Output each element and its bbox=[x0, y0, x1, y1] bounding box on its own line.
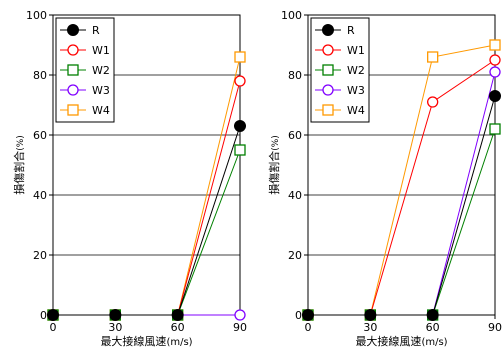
y-tick-label: 40 bbox=[33, 189, 47, 202]
data-point-w4 bbox=[427, 51, 439, 63]
data-point-r bbox=[426, 309, 439, 321]
y-axis-label-text: 損傷割合 bbox=[12, 151, 26, 195]
legend-item-w1: W1 bbox=[60, 44, 110, 57]
data-point-r bbox=[234, 120, 246, 132]
legend-marker bbox=[322, 104, 334, 116]
data-point-r bbox=[489, 90, 501, 102]
legend: R W1 W2 W3 W4 bbox=[55, 17, 115, 123]
legend-label: W3 bbox=[347, 84, 365, 97]
legend-item-w2: W2 bbox=[60, 64, 110, 77]
y-tick-label: 60 bbox=[288, 129, 302, 142]
legend-marker bbox=[67, 104, 79, 116]
data-point-w1 bbox=[489, 54, 501, 66]
data-point-w1 bbox=[427, 96, 439, 108]
x-tick-label: 30 bbox=[108, 321, 122, 334]
y-axis-unit: (%) bbox=[16, 135, 26, 151]
x-axis-label: 最大接線風速(m/s) bbox=[100, 334, 192, 348]
legend-label: W4 bbox=[92, 104, 110, 117]
legend-marker bbox=[67, 64, 79, 76]
legend: R W1 W2 W3 W4 bbox=[310, 17, 370, 123]
x-tick-label: 60 bbox=[426, 321, 440, 334]
legend-label: W4 bbox=[347, 104, 365, 117]
data-point-w2 bbox=[489, 123, 501, 135]
legend-marker bbox=[67, 84, 79, 96]
x-axis-unit: (m/s) bbox=[166, 337, 192, 348]
legend-item-w3: W3 bbox=[315, 84, 365, 97]
legend-label: R bbox=[92, 24, 100, 37]
x-tick-label: 90 bbox=[233, 321, 247, 334]
y-axis-label-text: 損傷割合 bbox=[267, 151, 281, 195]
legend-marker bbox=[322, 44, 334, 56]
x-axis-label-text: 最大接線風速 bbox=[355, 334, 421, 348]
y-tick-label: 0 bbox=[295, 309, 302, 322]
legend-label: W1 bbox=[347, 44, 365, 57]
x-axis-label: 最大接線風速(m/s) bbox=[355, 334, 447, 348]
legend-marker bbox=[67, 44, 79, 56]
legend-label: R bbox=[347, 24, 355, 37]
y-tick-label: 0 bbox=[40, 309, 47, 322]
series-lines bbox=[53, 56, 241, 316]
x-tick-label: 60 bbox=[171, 321, 185, 334]
x-tick-label: 0 bbox=[50, 321, 57, 334]
legend-label: W2 bbox=[347, 64, 365, 77]
data-point-r bbox=[364, 309, 377, 321]
data-point-w4 bbox=[489, 39, 501, 51]
data-point-w3 bbox=[489, 66, 501, 78]
data-point-w3 bbox=[234, 309, 246, 321]
data-point-w1 bbox=[234, 75, 246, 87]
series-line-w2 bbox=[308, 128, 496, 316]
y-axis-label: 損傷割合(%) bbox=[12, 135, 26, 195]
x-tick-label: 0 bbox=[305, 321, 312, 334]
x-axis-unit: (m/s) bbox=[421, 337, 447, 348]
data-point-w2 bbox=[234, 144, 246, 156]
y-tick-label: 100 bbox=[26, 9, 47, 22]
y-tick-label: 60 bbox=[33, 129, 47, 142]
legend-item-r: R bbox=[60, 24, 100, 37]
y-tick-label: 100 bbox=[281, 9, 302, 22]
legend-marker bbox=[322, 64, 334, 76]
series-lines bbox=[308, 44, 496, 316]
y-axis-label: 損傷割合(%) bbox=[267, 135, 281, 195]
x-tick-label: 30 bbox=[363, 321, 377, 334]
data-point-r bbox=[171, 309, 184, 321]
series-markers bbox=[47, 51, 246, 321]
data-point-r bbox=[302, 309, 314, 321]
data-point-r bbox=[109, 309, 122, 321]
legend-marker bbox=[322, 84, 334, 96]
data-point-r bbox=[47, 309, 59, 321]
legend-item-w1: W1 bbox=[315, 44, 365, 57]
legend-item-w4: W4 bbox=[315, 104, 365, 117]
legend-label: W2 bbox=[92, 64, 110, 77]
y-axis-unit: (%) bbox=[271, 135, 281, 151]
series-markers bbox=[302, 39, 501, 321]
legend-item-w2: W2 bbox=[315, 64, 365, 77]
legend-label: W1 bbox=[92, 44, 110, 57]
chart-left: 0 20 40 60 80 100 0 30 60 90 最大接線風速(m/s) 損傷割合(%) R W1… bbox=[12, 9, 247, 348]
legend-label: W3 bbox=[92, 84, 110, 97]
x-axis-label-text: 最大接線風速 bbox=[100, 334, 166, 348]
legend-item-w3: W3 bbox=[60, 84, 110, 97]
y-tick-label: 20 bbox=[33, 249, 47, 262]
y-tick-label: 80 bbox=[33, 69, 47, 82]
legend-marker bbox=[67, 24, 79, 36]
series-line-r bbox=[53, 125, 241, 316]
y-tick-label: 80 bbox=[288, 69, 302, 82]
legend-item-w4: W4 bbox=[60, 104, 110, 117]
y-tick-label: 40 bbox=[288, 189, 302, 202]
series-line-r bbox=[308, 95, 496, 316]
y-tick-label: 20 bbox=[288, 249, 302, 262]
chart-right: 0 20 40 60 80 100 0 30 60 90 最大接線風速(m/s) 損傷割合(%) R W1… bbox=[267, 9, 502, 348]
data-point-w4 bbox=[234, 51, 246, 63]
legend-item-r: R bbox=[315, 24, 355, 37]
x-tick-label: 90 bbox=[488, 321, 502, 334]
legend-marker bbox=[322, 24, 334, 36]
